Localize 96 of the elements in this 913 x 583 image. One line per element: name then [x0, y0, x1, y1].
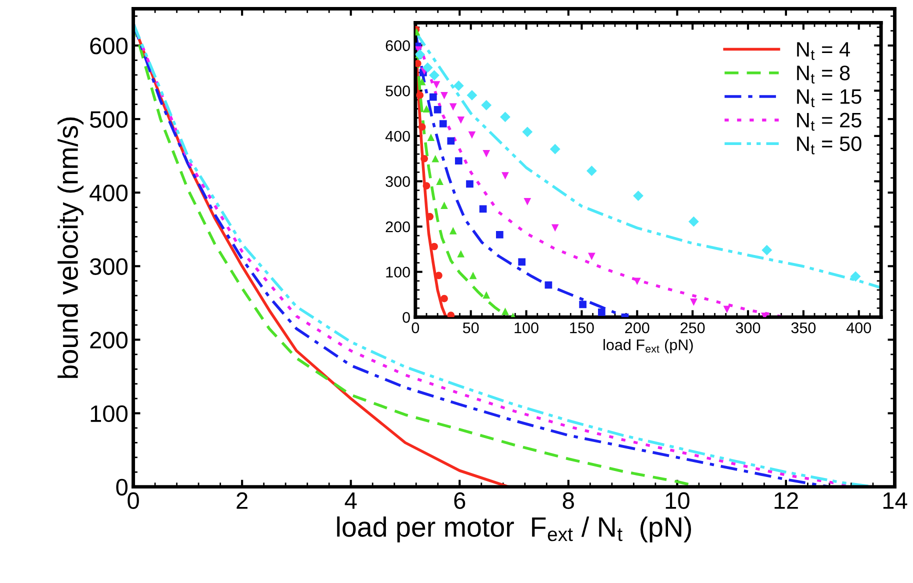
point: [429, 93, 437, 101]
point: [518, 258, 526, 266]
point: [432, 154, 440, 162]
point: [453, 80, 464, 91]
point: [588, 252, 596, 260]
y-tick-label: 400: [90, 184, 128, 202]
y-tick-label: 600: [386, 40, 410, 52]
x-tick-label: 300: [736, 322, 760, 334]
y-tick-label: 100: [386, 266, 410, 278]
point: [482, 150, 490, 158]
y-tick-label: 400: [385, 130, 410, 142]
y-tick-label: 200: [386, 221, 410, 232]
point: [502, 172, 509, 180]
point: [440, 92, 448, 100]
point: [723, 306, 731, 314]
point: [457, 250, 465, 258]
y-tick-label: 100: [90, 405, 128, 422]
x-tick-label: 150: [570, 322, 594, 334]
point: [688, 216, 699, 227]
point: [432, 81, 440, 88]
legend-label: N$_{t}$ = 8: [797, 66, 850, 84]
point: [550, 144, 560, 154]
point: [434, 106, 442, 114]
y-tick-label: 300: [386, 176, 410, 187]
point: [449, 226, 457, 234]
point: [449, 103, 457, 111]
legend-label: N$_{t}$ = 25: [797, 112, 862, 131]
x-tick-label: 2: [236, 492, 248, 509]
point: [690, 298, 698, 306]
point: [416, 92, 424, 99]
x-tick-label: 100: [514, 322, 538, 334]
x-tick-label: 0: [412, 322, 420, 334]
x-tick-label: 6: [454, 492, 466, 510]
point: [850, 271, 861, 282]
point: [522, 126, 533, 138]
y-tick-label: 500: [386, 86, 410, 96]
y-tick-label: 0: [402, 312, 410, 323]
legend-label: N$_{t}$ = 50: [797, 136, 862, 154]
x-tick-label: 12: [774, 492, 798, 509]
x-axis-title: load per motor F$_{ext}$ / N$_{t}$ (pN): [337, 516, 692, 542]
point: [422, 182, 430, 190]
point: [429, 70, 440, 80]
point: [762, 244, 772, 256]
point: [482, 291, 490, 299]
point: [502, 308, 509, 315]
x-tick-label: 4: [344, 492, 357, 509]
point: [481, 100, 492, 110]
point: [468, 131, 476, 139]
point: [479, 205, 487, 213]
x-tick-label: 200: [625, 322, 650, 334]
point: [420, 154, 428, 162]
point: [500, 112, 510, 122]
x-tick-label: 250: [680, 322, 705, 334]
x-tick-label: 400: [846, 322, 872, 334]
point: [422, 105, 430, 112]
x-axis-title: load F$_{ext}$ (pN): [604, 339, 693, 354]
legend-label: N$_{t}$ = 4: [797, 42, 850, 60]
point: [447, 312, 455, 318]
point: [418, 123, 426, 131]
point: [466, 90, 478, 100]
point: [415, 60, 422, 68]
y-tick-label: 500: [90, 111, 128, 128]
point: [440, 202, 448, 209]
point: [469, 272, 477, 280]
point: [439, 120, 447, 128]
point: [633, 278, 641, 286]
point: [598, 308, 606, 316]
point: [447, 137, 455, 145]
point: [586, 166, 597, 176]
y-tick-label: 600: [90, 38, 128, 54]
x-tick-label: 0: [128, 492, 139, 510]
point: [422, 62, 433, 73]
point: [430, 242, 438, 250]
point: [551, 224, 559, 232]
point: [544, 281, 552, 289]
point: [496, 231, 504, 238]
point: [524, 198, 532, 206]
point: [579, 300, 586, 308]
x-tick-label: 10: [666, 492, 690, 510]
x-tick-label: 50: [462, 322, 479, 334]
point: [415, 49, 426, 60]
point: [466, 180, 474, 188]
y-tick-label: 0: [116, 478, 128, 496]
point: [436, 178, 444, 185]
x-tick-label: 14: [883, 492, 908, 509]
point: [427, 134, 435, 142]
legend-label: N$_{t}$ = 15: [797, 89, 862, 108]
y-tick-label: 300: [90, 258, 128, 275]
x-tick-label: 8: [562, 492, 574, 510]
point: [454, 157, 462, 165]
point: [440, 294, 448, 302]
x-tick-label: 350: [791, 322, 816, 334]
point: [435, 272, 442, 280]
point: [633, 190, 644, 201]
point: [457, 116, 465, 124]
y-axis-title: bound velocity (nm/s): [58, 117, 84, 378]
